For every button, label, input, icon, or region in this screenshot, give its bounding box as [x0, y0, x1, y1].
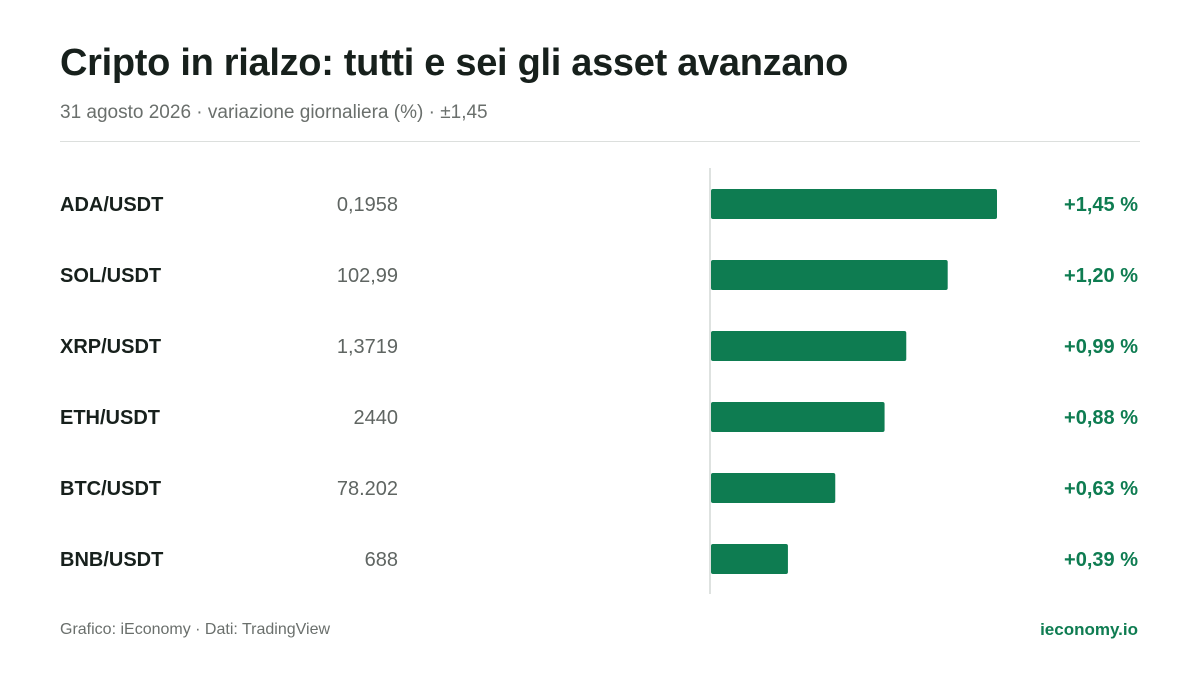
- category-label: ETH/USDT: [60, 407, 160, 429]
- price-label: 78.202: [337, 478, 398, 500]
- price-label: 102,99: [337, 265, 398, 287]
- value-label: +0,39 %: [1064, 549, 1138, 571]
- price-label: 2440: [354, 407, 399, 429]
- price-label: 0,1958: [337, 194, 398, 216]
- bar: [711, 260, 948, 290]
- price-label: 688: [365, 549, 398, 571]
- category-label: SOL/USDT: [60, 265, 161, 287]
- chart-title: Cripto in rialzo: tutti e sei gli asset …: [60, 42, 848, 84]
- value-label: +1,45 %: [1064, 194, 1138, 216]
- value-label: +1,20 %: [1064, 265, 1138, 287]
- bar: [711, 331, 907, 361]
- bar-chart: ADA/USDT 0,1958 +1,45 % SOL/USDT 102,99 +1,20…: [60, 168, 1138, 594]
- bar: [711, 402, 885, 432]
- brand-link[interactable]: ieconomy.io: [1040, 620, 1138, 639]
- category-label: BTC/USDT: [60, 478, 161, 500]
- bar: [711, 189, 997, 219]
- bar: [711, 544, 788, 574]
- value-label: +0,99 %: [1064, 336, 1138, 358]
- category-label: XRP/USDT: [60, 336, 161, 358]
- category-label: ADA/USDT: [60, 194, 163, 216]
- category-label: BNB/USDT: [60, 549, 163, 571]
- source-credit: Grafico: iEconomy · Dati: TradingView: [60, 621, 331, 638]
- chart-subtitle: 31 agosto 2026 · variazione giornaliera …: [60, 102, 488, 123]
- value-label: +0,63 %: [1064, 478, 1138, 500]
- bar: [711, 473, 836, 503]
- value-label: +0,88 %: [1064, 407, 1138, 429]
- header-divider: [60, 141, 1140, 142]
- price-label: 1,3719: [337, 336, 398, 358]
